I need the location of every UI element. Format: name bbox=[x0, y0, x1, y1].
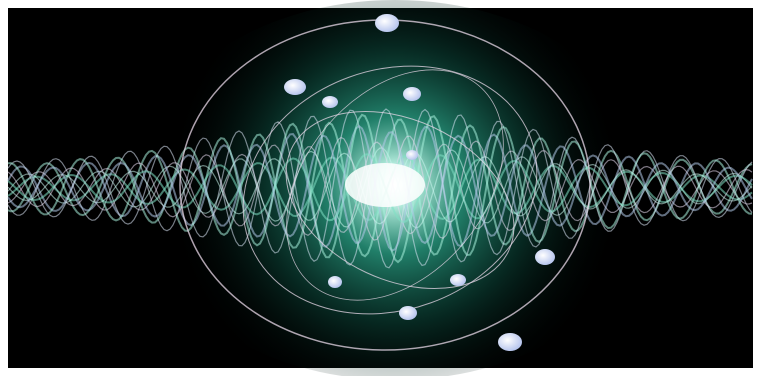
particles bbox=[284, 14, 555, 351]
orbit bbox=[242, 65, 538, 315]
particle bbox=[375, 14, 399, 32]
core bbox=[345, 163, 425, 207]
wave bbox=[7, 108, 753, 267]
particle bbox=[322, 96, 338, 108]
waves bbox=[7, 108, 753, 269]
wave bbox=[7, 135, 753, 241]
particle bbox=[328, 276, 342, 288]
wave bbox=[7, 130, 753, 245]
particle bbox=[403, 87, 421, 101]
particle bbox=[284, 79, 306, 95]
particle bbox=[399, 306, 417, 320]
particle bbox=[450, 274, 466, 286]
orbit bbox=[286, 69, 504, 301]
wave bbox=[7, 152, 753, 225]
particle bbox=[406, 150, 418, 160]
particle bbox=[498, 333, 522, 351]
wave bbox=[7, 124, 753, 252]
particle bbox=[535, 249, 555, 265]
orbit bbox=[285, 111, 515, 289]
